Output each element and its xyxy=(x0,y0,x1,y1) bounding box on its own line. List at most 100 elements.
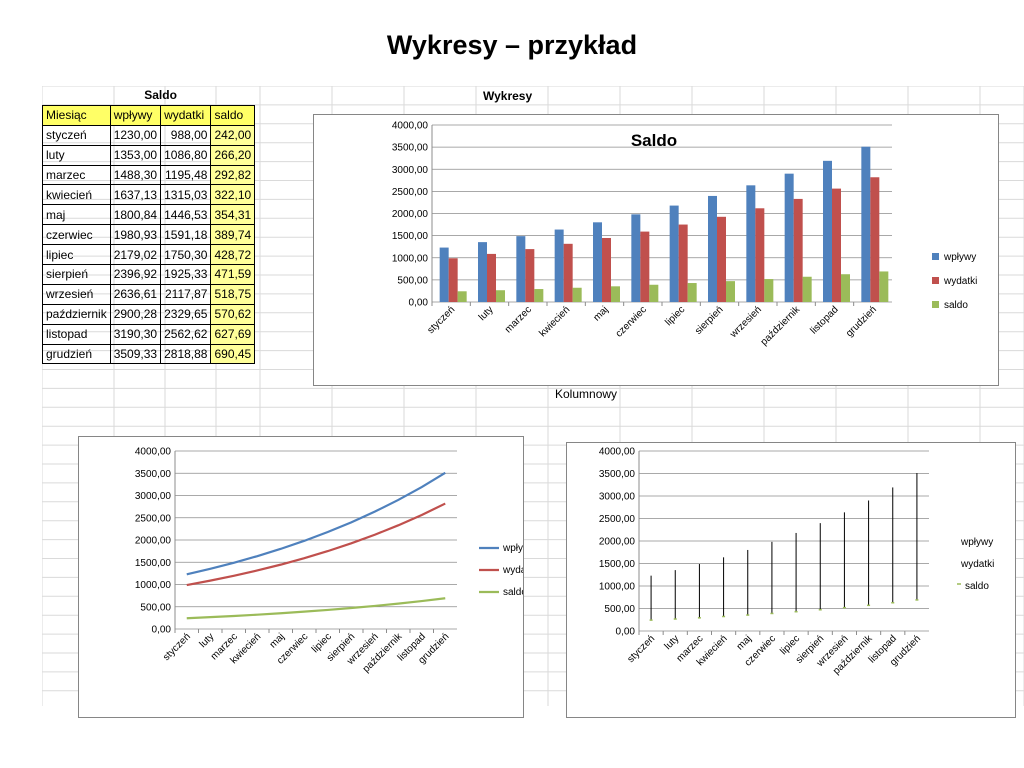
y-tick-label: 500,00 xyxy=(140,602,171,613)
x-tick-label: luty xyxy=(198,631,217,650)
x-tick-label: maj xyxy=(268,631,287,650)
series-line xyxy=(186,471,446,576)
bar xyxy=(832,188,841,302)
x-tick-label: lipiec xyxy=(663,304,687,328)
column-chart[interactable]: 0,00 500,00 1000,00 1500,00 2000,00 2500,00 30… xyxy=(313,114,999,386)
bar xyxy=(457,291,467,302)
cell-month: październik xyxy=(42,303,111,325)
cell-month: wrzesień xyxy=(42,283,111,305)
bar xyxy=(746,185,756,302)
cell-month: styczeń xyxy=(42,124,111,146)
cell-saldo: 354,31 xyxy=(210,204,256,226)
cell-wydatki: 1195,48 xyxy=(160,164,212,186)
cell-saldo: 570,62 xyxy=(210,303,256,325)
bar xyxy=(487,253,496,302)
cell-wplywy: 1488,30 xyxy=(109,164,162,186)
table-header-row: Miesiąc wpływy wydatki saldo xyxy=(42,104,256,126)
data-table: Saldo Miesiąc wpływy wydatki saldo stycz… xyxy=(42,86,256,365)
bar xyxy=(572,287,582,302)
bar xyxy=(793,198,803,302)
header-wydatki: wydatki xyxy=(160,104,212,126)
cell-month: sierpień xyxy=(42,264,111,285)
x-tick-label: marzec xyxy=(503,304,534,335)
y-tick-label: 2500,00 xyxy=(599,514,636,525)
header-wplywy: wpływy xyxy=(109,104,162,126)
slide-title: Wykresy – przykład xyxy=(386,30,638,60)
bar xyxy=(631,214,641,302)
line-chart[interactable]: 0,00 500,00 1000,00 1500,00 2000,00 2500,00 30… xyxy=(78,436,536,718)
y-tick-label: 3000,00 xyxy=(599,492,636,503)
section-label: Wykresy xyxy=(483,89,533,103)
legend-label: wydatki xyxy=(502,565,523,576)
legend-label: wpływy xyxy=(943,252,976,263)
chart-caption: Kolumnowy xyxy=(555,387,618,401)
bar xyxy=(841,274,850,302)
table-row: luty 1353,00 1086,80 266,20 xyxy=(42,144,256,166)
bar xyxy=(611,286,620,302)
table-row: czerwiec 1980,93 1591,18 389,74 xyxy=(42,224,256,246)
cell-wplywy: 1800,84 xyxy=(109,204,162,226)
cell-wydatki: 1925,33 xyxy=(160,264,212,285)
legend-label: wpływy xyxy=(502,543,523,554)
bar xyxy=(861,146,871,302)
table-row: kwiecień 1637,13 1315,03 322,10 xyxy=(42,184,256,206)
cell-month: marzec xyxy=(42,164,111,186)
bar xyxy=(563,243,573,302)
cell-wplywy: 2636,61 xyxy=(109,283,162,305)
table-row: sierpień 2396,92 1925,33 471,59 xyxy=(42,264,256,285)
x-tick-label: luty xyxy=(477,304,496,323)
y-tick-label: 1500,00 xyxy=(599,559,636,570)
bar xyxy=(823,160,832,302)
y-tick-label: 3000,00 xyxy=(135,491,172,502)
bar xyxy=(525,249,535,302)
stock-chart[interactable]: 0,00 500,00 1000,00 1500,00 2000,00 2500,00 30… xyxy=(566,442,1016,718)
bar xyxy=(669,205,679,302)
table-row: grudzień 3509,33 2818,88 690,45 xyxy=(42,343,256,365)
y-tick-label: 1500,00 xyxy=(135,558,172,569)
cell-wydatki: 1086,80 xyxy=(160,144,212,166)
y-tick-label: 4000,00 xyxy=(599,447,636,458)
cell-month: listopad xyxy=(42,323,111,345)
x-tick-label: wrzesień xyxy=(728,304,764,340)
y-tick-label: 0,00 xyxy=(152,625,172,636)
x-tick-label: maj xyxy=(735,633,754,652)
y-tick-label: 2000,00 xyxy=(599,537,636,548)
legend-label: saldo xyxy=(965,581,989,592)
cell-saldo: 242,00 xyxy=(210,124,256,146)
table-row: listopad 3190,30 2562,62 627,69 xyxy=(42,323,256,345)
cell-month: lipiec xyxy=(42,244,111,266)
cell-saldo: 627,69 xyxy=(210,323,256,345)
y-tick-label: 1000,00 xyxy=(392,253,429,264)
y-tick-label: 1000,00 xyxy=(599,582,636,593)
y-tick-label: 2500,00 xyxy=(135,513,172,524)
bar xyxy=(478,242,487,302)
table-title: Saldo xyxy=(144,88,177,103)
y-tick-label: 3000,00 xyxy=(392,165,429,176)
y-tick-label: 500,00 xyxy=(397,275,428,286)
cell-wydatki: 1750,30 xyxy=(160,244,212,266)
y-tick-label: 3500,00 xyxy=(392,143,429,154)
table-row: maj 1800,84 1446,53 354,31 xyxy=(42,204,256,226)
cell-month: czerwiec xyxy=(42,224,111,246)
y-tick-label: 0,00 xyxy=(616,627,636,638)
bar xyxy=(802,276,812,302)
bar xyxy=(640,231,650,302)
cell-month: kwiecień xyxy=(42,184,111,206)
cell-saldo: 292,82 xyxy=(210,164,256,186)
bar xyxy=(870,177,880,302)
bar xyxy=(602,237,611,302)
table-row: październik 2900,28 2329,65 570,62 xyxy=(42,303,256,325)
column-chart-svg: 0,00 500,00 1000,00 1500,00 2000,00 2500,00 30… xyxy=(392,121,978,348)
bar xyxy=(726,281,735,302)
bar xyxy=(516,236,526,302)
y-tick-label: 3500,00 xyxy=(599,469,636,480)
cell-saldo: 266,20 xyxy=(210,144,256,166)
bar xyxy=(879,271,889,302)
cell-saldo: 471,59 xyxy=(210,264,256,285)
spreadsheet-area: Saldo Miesiąc wpływy wydatki saldo stycz… xyxy=(42,86,1024,718)
cell-saldo: 322,10 xyxy=(210,184,256,206)
bar xyxy=(708,195,717,302)
bar xyxy=(764,279,774,302)
y-tick-label: 0,00 xyxy=(409,298,429,309)
cell-wplywy: 1637,13 xyxy=(109,184,162,206)
